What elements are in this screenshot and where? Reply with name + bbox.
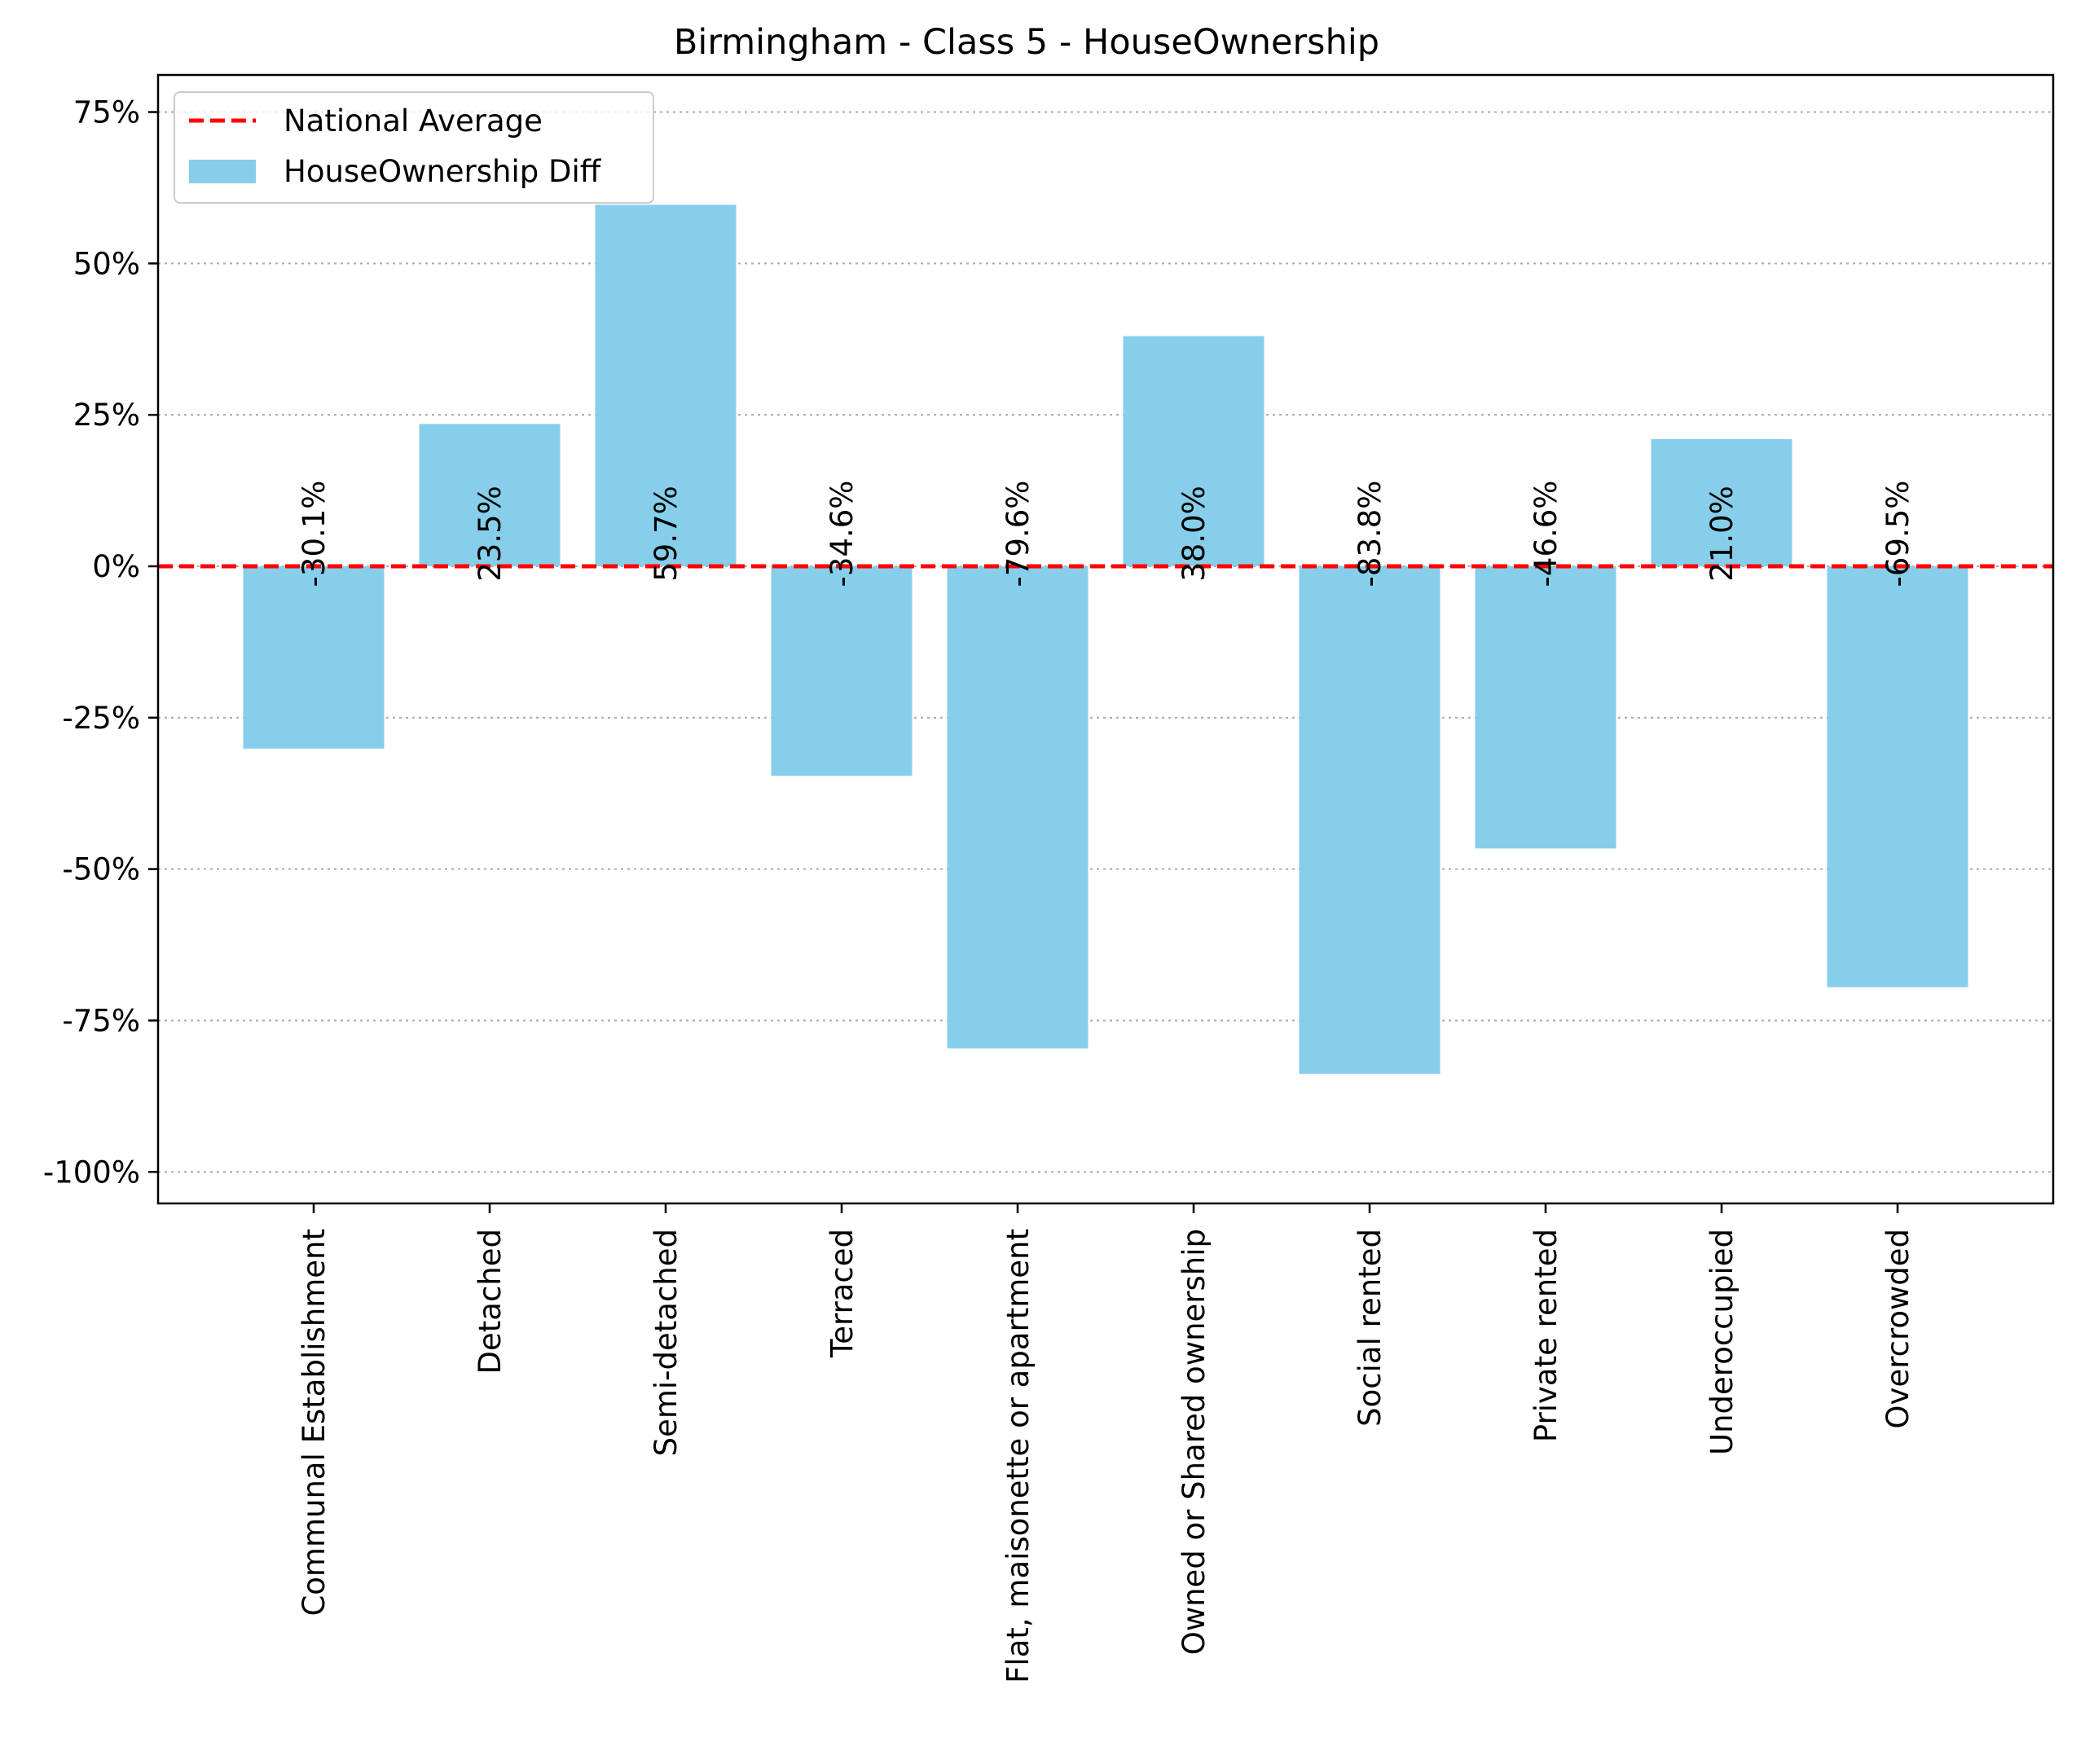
y-axis: 75% 50% 25% 0% -25% -50% -75% -100% (43, 95, 158, 1190)
y-tick-label: 50% (73, 246, 140, 281)
bar-value-label: -69.5% (1880, 481, 1915, 587)
x-tick-label: Social rented (1352, 1229, 1388, 1427)
x-tick-label: Communal Establishment (297, 1229, 332, 1617)
y-tick-label: -100% (43, 1155, 140, 1190)
bar-value-label: -46.6% (1528, 481, 1564, 587)
bar (1475, 566, 1616, 849)
bar-value-label: 59.7% (649, 486, 684, 582)
x-tick-label: Terraced (825, 1229, 860, 1358)
y-tick-label: -25% (62, 701, 140, 736)
x-tick-label: Owned or Shared ownership (1177, 1229, 1212, 1655)
x-tick-label: Flat, maisonette or apartment (1001, 1229, 1036, 1683)
bar (1299, 566, 1440, 1074)
x-tick-label: Underoccupied (1704, 1229, 1740, 1455)
bar-value-labels: -30.1% 23.5% 59.7% -34.6% -79.6% 38.0% -83.8% -… (297, 481, 1915, 587)
y-tick-label: -50% (62, 852, 140, 887)
legend-national-average-label: National Average (284, 103, 543, 139)
bar-value-label: -34.6% (825, 481, 860, 587)
bar (1827, 566, 1968, 988)
bar-value-label: -83.8% (1352, 481, 1388, 587)
bar-value-label: 23.5% (473, 486, 508, 582)
bar (1123, 336, 1265, 566)
y-tick-label: -75% (62, 1003, 140, 1038)
legend-houseownership-diff-swatch (189, 160, 256, 183)
bars (243, 205, 1968, 1074)
legend-houseownership-diff-label: HouseOwnership Diff (284, 154, 602, 189)
x-tick-label: Private rented (1528, 1229, 1564, 1442)
bar-value-label: -79.6% (1001, 481, 1036, 587)
x-tick-label: Overcrowded (1880, 1229, 1915, 1429)
bar-value-label: 21.0% (1704, 486, 1740, 582)
bar (771, 566, 913, 776)
x-axis: Communal Establishment Detached Semi-detac… (297, 1203, 1915, 1683)
x-tick-label: Semi-detached (649, 1229, 684, 1456)
chart-title: Birmingham - Class 5 - HouseOwnership (674, 22, 1379, 63)
bar-value-label: -30.1% (297, 481, 332, 587)
bar (947, 566, 1089, 1049)
y-tick-label: 25% (73, 398, 140, 433)
x-tick-label: Detached (473, 1229, 508, 1374)
legend-box (174, 91, 654, 204)
bar (595, 205, 737, 567)
plot-frame (156, 73, 2055, 1205)
bar-value-label: 38.0% (1177, 486, 1212, 582)
y-tick-label: 0% (92, 549, 140, 584)
bar (1651, 438, 1792, 566)
bar (419, 424, 561, 566)
y-tick-label: 75% (73, 95, 140, 130)
bar (243, 566, 385, 749)
legend: National Average HouseOwnership Diff (174, 91, 654, 204)
